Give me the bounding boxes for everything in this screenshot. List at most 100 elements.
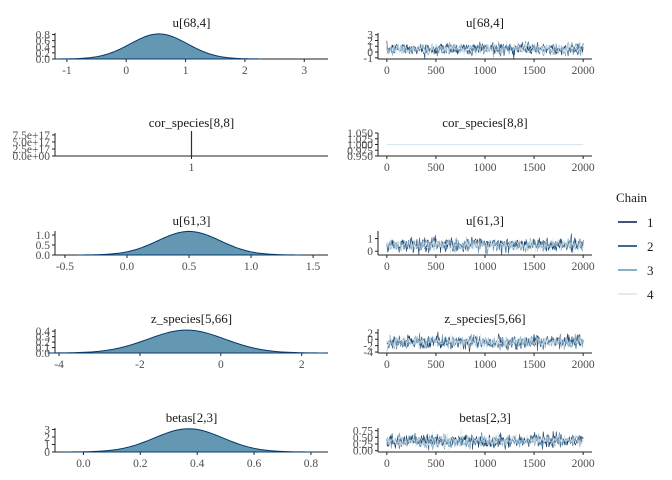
trace-line-chain-3 (386, 40, 584, 58)
density-x-tick-label: 1.0 (244, 261, 259, 273)
trace-x-tick-label: 0 (384, 162, 390, 174)
trace-y-tick-label: 1.050 (347, 128, 373, 140)
trace-y-tick-label: 1 (367, 41, 373, 53)
density-y-tick-label: 0.0 (36, 250, 51, 262)
density-x-tick-label: 0.4 (190, 458, 205, 470)
trace-y-tick-label: -2 (363, 341, 373, 353)
density-panel-title: betas[2,3] (166, 410, 218, 425)
density-y-tick-label: 0.0 (36, 54, 51, 66)
density-x-tick-label: 1.5 (306, 261, 321, 273)
density-y-tick-label: 1.0 (36, 230, 51, 242)
density-panel-title: z_species[5,66] (151, 311, 232, 326)
density-area (55, 33, 262, 60)
density-y-tick-label: 2 (44, 432, 50, 444)
density-y-tick-label: 0.6 (36, 36, 51, 48)
density-y-tick-label: 0.0 (36, 348, 51, 360)
trace-y-tick-label: 1.025 (347, 134, 373, 146)
trace-y-tick-label: 0.00 (353, 446, 373, 458)
trace-panel: z_species[5,66]0 500 1000 1500 2000-4-202 (363, 311, 595, 371)
trace-y-tick-label: 3 (367, 30, 373, 42)
density-y-tick-label: 0.1 (36, 343, 51, 355)
trace-y-tick-label: 0 (367, 246, 373, 258)
density-x-tick-label: 0.0 (76, 458, 91, 470)
trace-panel-title: u[61,3] (466, 213, 504, 228)
trace-x-tick-label: 0 (384, 359, 390, 371)
density-y-tick-label: 0.2 (36, 337, 51, 349)
density-x-tick-label: 0.2 (133, 458, 148, 470)
density-y-tick-label: 0.8 (36, 30, 51, 42)
density-x-tick-label: 0.6 (247, 458, 262, 470)
trace-x-tick-label: 1000 (474, 261, 497, 273)
trace-line-chain-3 (386, 237, 584, 256)
trace-x-tick-label: 1000 (474, 65, 497, 77)
density-panel-title: u[61,3] (173, 213, 211, 228)
density-x-tick-label: 0 (218, 359, 224, 371)
density-x-tick-label: 0.0 (120, 261, 135, 273)
trace-line-chain-3 (386, 432, 584, 450)
trace-y-tick-label: 1 (367, 234, 373, 246)
trace-x-tick-label: 1000 (474, 458, 497, 470)
trace-x-tick-label: 1500 (523, 162, 546, 174)
trace-x-tick-label: 0 (384, 458, 390, 470)
density-x-tick-label: 0.8 (304, 458, 319, 470)
density-x-tick-label: -1 (62, 65, 72, 77)
density-y-tick-label: 5.0e+17 (13, 137, 51, 149)
density-area (76, 230, 302, 256)
trace-y-tick-label: 0.975 (347, 145, 373, 157)
density-panel-title: u[68,4] (173, 15, 211, 30)
trace-line-chain-4 (386, 332, 584, 352)
trace-x-tick-label: 1500 (523, 458, 546, 470)
density-panel: cor_species[8,8] 1 0.0e+002.5e+175.0e+177.… (13, 115, 328, 174)
trace-line-chain-4 (386, 428, 584, 452)
density-x-tick-label: 2 (299, 359, 305, 371)
legend-label: 1 (647, 215, 654, 230)
trace-panel-title: z_species[5,66] (444, 311, 525, 326)
density-y-tick-label: 0.3 (36, 332, 51, 344)
trace-x-tick-label: 2000 (572, 458, 595, 470)
density-y-tick-label: 0.5 (36, 240, 51, 252)
density-y-tick-label: 0 (44, 447, 50, 459)
density-panel: u[68,4] -1 0 1 2 3 0.00.20.40.60.8 (36, 15, 328, 77)
trace-x-tick-label: 1500 (523, 359, 546, 371)
trace-y-tick-label: 0.75 (353, 426, 373, 438)
trace-x-tick-label: 500 (427, 162, 445, 174)
trace-line-chain-4 (386, 237, 584, 254)
density-x-tick-label: 2 (242, 65, 248, 77)
trace-y-tick-label: 0 (367, 334, 373, 346)
trace-x-tick-label: 2000 (572, 359, 595, 371)
density-x-tick-label: -2 (135, 359, 145, 371)
density-y-tick-label: 7.5e+17 (13, 130, 51, 142)
trace-x-tick-label: 1500 (523, 65, 546, 77)
trace-y-tick-label: 0 (367, 47, 373, 59)
density-x-tick-label: 1 (183, 65, 189, 77)
density-x-tick-label: 0 (123, 65, 129, 77)
trace-panel: cor_species[8,8] 0 500 1000 1500 2000 0.9500.9… (347, 115, 595, 174)
density-x-tick-label: -0.5 (56, 261, 74, 273)
density-x-tick-label: 1 (189, 162, 195, 174)
trace-y-tick-label: 1.000 (347, 140, 373, 152)
trace-x-tick-label: 1000 (474, 162, 497, 174)
trace-y-tick-label: 2 (367, 36, 373, 48)
trace-y-tick-label: 2 (367, 328, 373, 340)
density-y-tick-label: 1 (44, 440, 50, 452)
legend-label: 3 (647, 263, 654, 278)
trace-x-tick-label: 0 (384, 261, 390, 273)
trace-panel-title: betas[2,3] (459, 410, 511, 425)
density-y-tick-label: 0.4 (36, 326, 51, 338)
trace-panel-title: cor_species[8,8] (442, 115, 528, 130)
trace-y-tick-label: -4 (363, 347, 373, 359)
trace-y-tick-label: 0.50 (353, 432, 373, 444)
density-y-tick-label: 3 (44, 425, 50, 437)
trace-x-tick-label: 500 (427, 65, 445, 77)
density-x-tick-label: 3 (301, 65, 307, 77)
trace-line-chain-4 (386, 40, 584, 57)
trace-panel: betas[2,3] 0 500 1000 1500 2000 0.000.250.500.… (353, 410, 595, 470)
trace-y-tick-label: -1 (363, 53, 373, 65)
trace-line-chain-1 (386, 431, 584, 450)
density-panel: u[61,3]-0.5 0.0 0.5 1.0 1.50.00.51.0 (36, 213, 328, 273)
trace-x-tick-label: 1500 (523, 261, 546, 273)
trace-line-chain-2 (386, 233, 584, 254)
